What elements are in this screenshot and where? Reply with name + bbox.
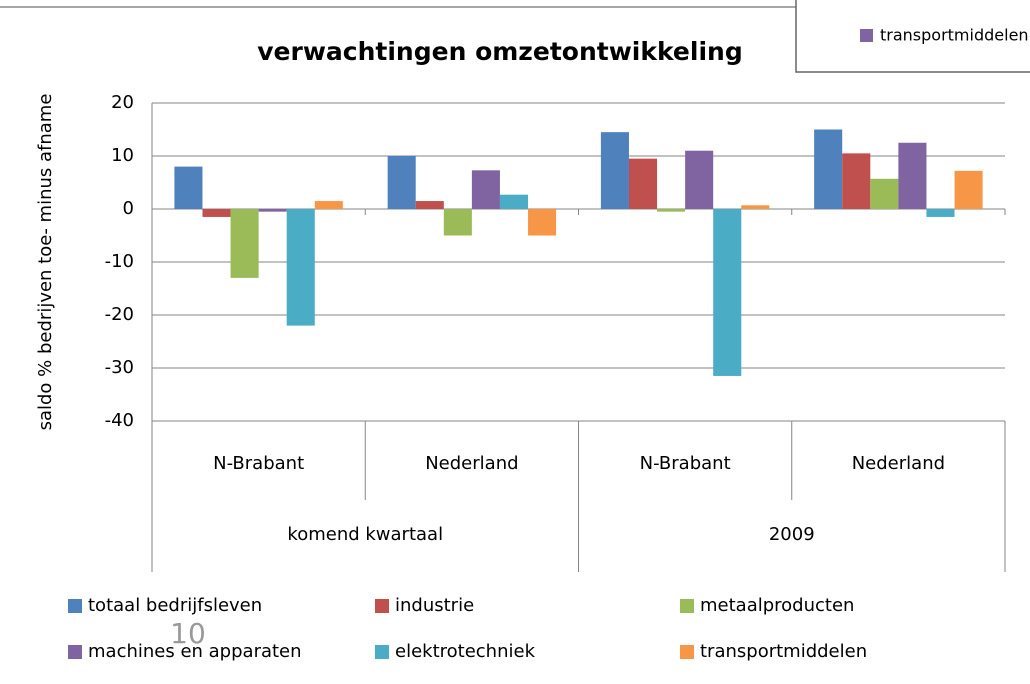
bar <box>600 132 629 209</box>
bar <box>258 209 287 212</box>
bar <box>657 209 686 212</box>
bar <box>387 156 416 209</box>
bar <box>443 209 472 236</box>
x-group-label: komend kwartaal <box>287 524 443 545</box>
bar <box>314 201 343 209</box>
bar <box>202 209 231 217</box>
legend-swatch <box>68 645 82 659</box>
legend-label: metaalproducten <box>700 595 854 616</box>
legend-swatch <box>375 599 389 613</box>
legend-label: industrie <box>395 595 474 616</box>
bar <box>528 209 557 236</box>
x-tick-label: Nederland <box>852 453 945 474</box>
bar <box>814 129 843 209</box>
y-tick-label: -30 <box>105 357 134 378</box>
y-tick-label: -40 <box>105 410 134 431</box>
bar <box>954 170 983 209</box>
bar <box>741 205 770 209</box>
bar <box>685 150 714 209</box>
overlay-swatch <box>860 29 873 42</box>
legend-swatch <box>680 645 694 659</box>
legend-label: transportmiddelen <box>700 641 867 662</box>
x-tick-label: N-Brabant <box>213 453 304 474</box>
y-tick-label: 10 <box>111 145 134 166</box>
y-tick-label: 0 <box>123 198 134 219</box>
legend-swatch <box>680 599 694 613</box>
legend-label: totaal bedrijfsleven <box>88 595 262 616</box>
bar <box>286 209 315 326</box>
legend-label: elektrotechniek <box>395 641 536 662</box>
y-tick-label: 20 <box>111 92 134 113</box>
bar <box>471 170 500 209</box>
x-group-label: 2009 <box>769 524 815 545</box>
x-tick-label: Nederland <box>425 453 518 474</box>
legend-label: machines en apparaten <box>88 641 302 662</box>
bar <box>628 158 658 209</box>
bar <box>713 209 742 376</box>
overlay-box <box>795 0 1030 73</box>
legend-swatch <box>375 645 389 659</box>
bar <box>230 209 259 278</box>
y-tick-label: -20 <box>105 304 134 325</box>
bar <box>174 166 203 209</box>
x-tick-label: N-Brabant <box>640 453 731 474</box>
slide-number: 10 <box>170 617 206 650</box>
bar <box>870 178 899 209</box>
y-tick-label: -10 <box>105 251 134 272</box>
plot-area: -40 -30 -20 -10 0 10 20 N-Brabant Nederland N-Bra… <box>105 92 1006 572</box>
legend-swatch <box>68 599 82 613</box>
y-axis-label: saldo % bedrijven toe- minus afname <box>35 94 56 431</box>
bar <box>898 142 927 209</box>
bar <box>415 201 444 209</box>
bar <box>842 153 871 209</box>
overlay-legend: transportmiddelen <box>795 0 1030 73</box>
bar <box>926 209 955 217</box>
overlay-label: transportmiddelen <box>880 26 1029 45</box>
chart-title: verwachtingen omzetontwikkeling <box>257 37 742 66</box>
bar <box>499 194 529 209</box>
